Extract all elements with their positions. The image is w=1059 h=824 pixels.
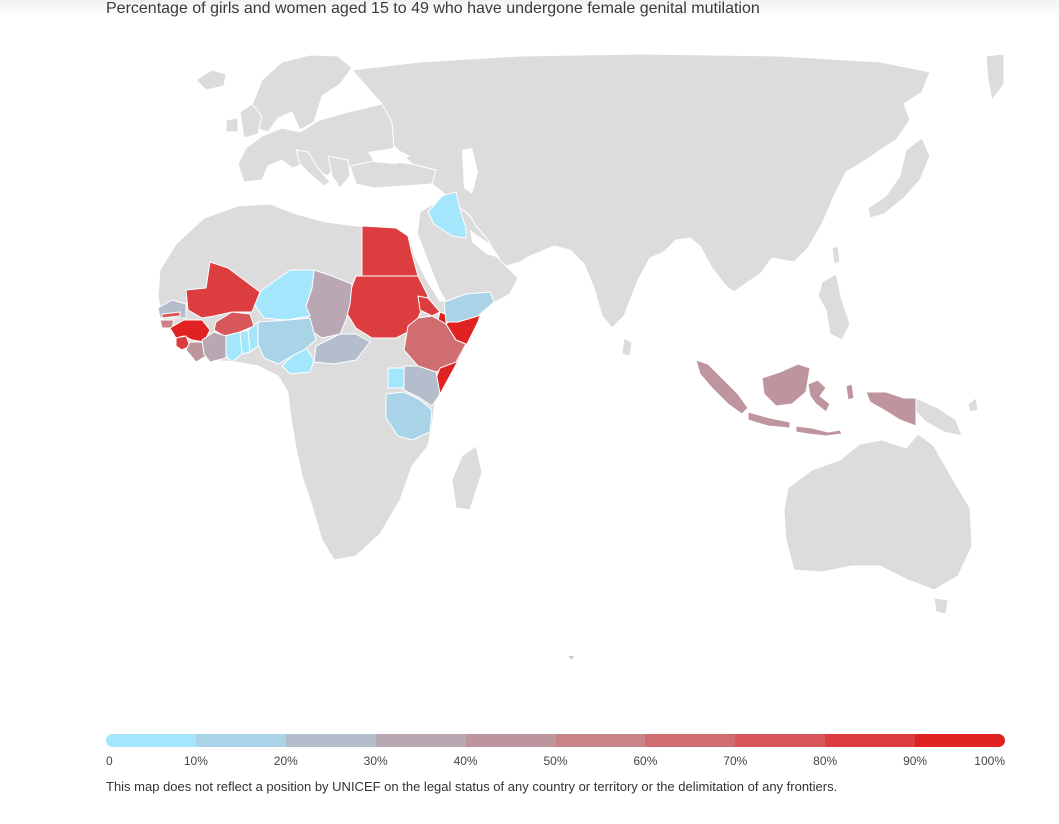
map-title: Percentage of girls and women aged 15 to… bbox=[106, 0, 760, 17]
land-ireland bbox=[225, 117, 239, 133]
land-png bbox=[915, 397, 963, 437]
land-madagascar bbox=[451, 445, 483, 511]
legend-segment bbox=[735, 734, 826, 747]
red-sea bbox=[408, 232, 446, 302]
persian-gulf bbox=[470, 230, 500, 258]
country-cote-divoire[interactable] bbox=[201, 331, 227, 363]
land-italy bbox=[295, 149, 331, 187]
country-yemen[interactable] bbox=[443, 291, 495, 323]
legend-color-scale bbox=[106, 734, 1005, 747]
header-shade bbox=[0, 0, 1059, 18]
legend-tick-label: 10% bbox=[183, 754, 208, 768]
country-liberia[interactable] bbox=[185, 341, 207, 363]
land-britain bbox=[239, 103, 263, 139]
legend-tick-label: 60% bbox=[633, 754, 658, 768]
country-nigeria[interactable] bbox=[255, 317, 317, 365]
legend-tick-label: 30% bbox=[363, 754, 388, 768]
land-scandinavia bbox=[249, 54, 353, 133]
legend-tick-labels: 0 10% 20% 30% 40% 50% 60% 70% 80% 90% 100% bbox=[106, 754, 1005, 770]
country-niger[interactable] bbox=[253, 269, 315, 321]
country-kenya[interactable] bbox=[403, 365, 441, 407]
legend-tick-label: 0 bbox=[106, 754, 113, 768]
land-far-east-island bbox=[985, 53, 1005, 101]
ocean-speck bbox=[568, 656, 574, 660]
country-sierra-leone[interactable] bbox=[175, 335, 191, 351]
world-map bbox=[157, 53, 1005, 660]
country-central-african-republic[interactable] bbox=[313, 333, 371, 365]
legend-segment bbox=[555, 734, 646, 747]
legend-tick-label: 90% bbox=[903, 754, 928, 768]
island-papua bbox=[865, 391, 917, 427]
legend-tick-label: 80% bbox=[813, 754, 838, 768]
land-japan bbox=[867, 137, 931, 219]
land-pacific-islands bbox=[967, 397, 979, 413]
black-sea bbox=[368, 148, 410, 164]
legend-segment bbox=[195, 734, 286, 747]
map-disclaimer: This map does not reflect a position by … bbox=[106, 779, 838, 794]
legend-tick-label: 100% bbox=[974, 754, 1005, 768]
land-balkans bbox=[327, 155, 351, 189]
country-eritrea[interactable] bbox=[417, 295, 441, 317]
island-java bbox=[747, 411, 791, 429]
caspian-sea bbox=[462, 148, 478, 194]
legend-segment bbox=[825, 734, 916, 747]
island-sumatra bbox=[695, 359, 749, 415]
legend-segment bbox=[645, 734, 736, 747]
land-australia bbox=[783, 433, 973, 591]
legend-tick-label: 20% bbox=[273, 754, 298, 768]
country-gambia[interactable] bbox=[161, 311, 181, 319]
land-philippines bbox=[817, 273, 851, 341]
land-tasmania bbox=[933, 597, 949, 615]
land-taiwan bbox=[831, 245, 841, 265]
legend-segment bbox=[106, 734, 196, 747]
legend-segment bbox=[915, 734, 1005, 747]
land-iceland bbox=[195, 69, 227, 91]
country-mali[interactable] bbox=[185, 261, 261, 319]
legend-segment bbox=[285, 734, 376, 747]
country-indonesia[interactable] bbox=[695, 359, 917, 437]
island-sulawesi bbox=[807, 379, 831, 413]
legend-tick-label: 70% bbox=[723, 754, 748, 768]
country-iraq[interactable] bbox=[427, 191, 467, 239]
country-tanzania[interactable] bbox=[385, 391, 433, 441]
legend-segment bbox=[375, 734, 466, 747]
island-moluccas bbox=[845, 383, 855, 401]
country-uganda[interactable] bbox=[387, 367, 405, 389]
land-sri-lanka bbox=[621, 337, 633, 357]
island-borneo bbox=[761, 363, 811, 407]
legend-tick-label: 50% bbox=[543, 754, 568, 768]
legend-tick-label: 40% bbox=[453, 754, 478, 768]
legend-segment bbox=[465, 734, 556, 747]
island-nusa-tenggara bbox=[795, 425, 843, 437]
